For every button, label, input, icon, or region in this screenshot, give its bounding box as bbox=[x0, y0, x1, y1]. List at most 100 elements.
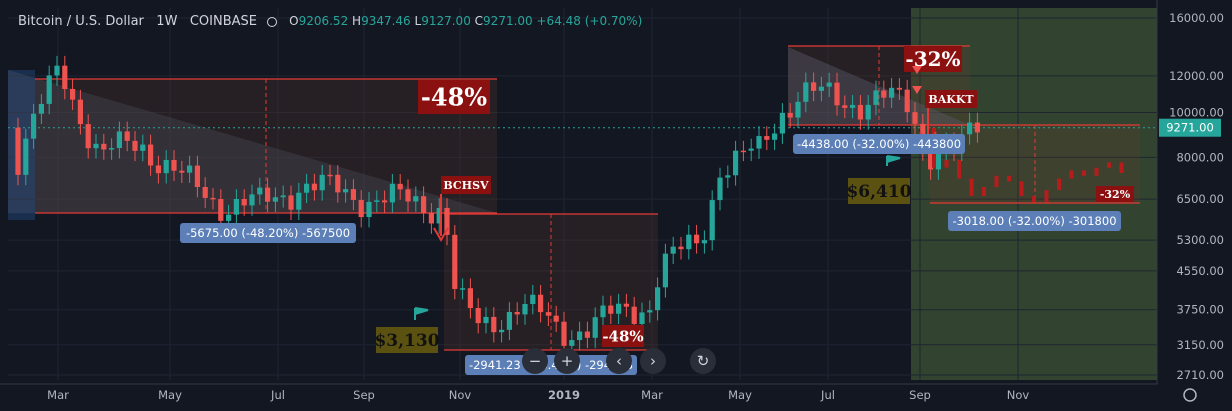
candle-body bbox=[842, 105, 848, 108]
candle-body bbox=[686, 234, 692, 250]
candle-body bbox=[561, 321, 567, 346]
y-tick-label: 6500.00 bbox=[1176, 192, 1224, 206]
candle-body bbox=[904, 89, 910, 113]
candle-body bbox=[912, 112, 918, 124]
change-value: +64.48 (+0.70%) bbox=[536, 14, 643, 28]
candle-body bbox=[327, 174, 333, 177]
candle-body bbox=[93, 143, 99, 149]
candle-body bbox=[46, 75, 52, 104]
projected-candle bbox=[1119, 162, 1124, 174]
candle-body bbox=[194, 165, 200, 188]
candle-body bbox=[140, 144, 146, 151]
candle-body bbox=[577, 331, 583, 341]
scroll-left-button[interactable]: ‹ bbox=[606, 348, 632, 374]
candle-body bbox=[545, 312, 551, 316]
price-tag-low-2: $6,410 bbox=[846, 182, 911, 202]
candle-body bbox=[405, 189, 411, 202]
projected-candle bbox=[944, 159, 949, 168]
candle-body bbox=[38, 103, 44, 114]
candle-body bbox=[569, 340, 575, 346]
y-tick-label: 3750.00 bbox=[1176, 303, 1224, 317]
candle-body bbox=[382, 200, 388, 203]
candle-body bbox=[506, 311, 512, 330]
scroll-right-button[interactable]: › bbox=[640, 348, 666, 374]
candle-body bbox=[553, 315, 559, 322]
low-value: 9127.00 bbox=[421, 14, 471, 28]
candle-body bbox=[280, 195, 286, 198]
candle-body bbox=[483, 316, 489, 324]
measure-label-1-bg bbox=[180, 223, 356, 243]
y-tick-label: 12000.00 bbox=[1169, 69, 1224, 83]
trend-triangle-shade bbox=[8, 70, 497, 213]
candle-body bbox=[530, 294, 536, 304]
zoom-in-button[interactable]: + bbox=[554, 348, 580, 374]
candle-body bbox=[608, 305, 614, 314]
candle-body bbox=[335, 174, 341, 193]
candle-body bbox=[366, 201, 372, 218]
x-tick-label: Nov bbox=[449, 388, 472, 402]
measure-label-4: -3018.00 (-32.00%) -301800 bbox=[952, 214, 1116, 228]
candle-body bbox=[538, 294, 544, 313]
projected-candle bbox=[1107, 162, 1111, 168]
zoom-out-button[interactable]: − bbox=[522, 348, 548, 374]
candle-body bbox=[218, 199, 224, 221]
projected-candle bbox=[1019, 181, 1024, 197]
x-tick-label: Sep bbox=[353, 388, 375, 402]
y-tick-label: 16000.00 bbox=[1169, 11, 1224, 25]
status-dot-icon bbox=[267, 16, 278, 27]
drop-label-1: -48% bbox=[421, 83, 487, 112]
price-tag-low-1-bg bbox=[376, 327, 438, 353]
projected-candle bbox=[1082, 170, 1086, 176]
candle-body bbox=[772, 133, 778, 140]
x-tick-label: Nov bbox=[1007, 388, 1030, 402]
candle-body bbox=[31, 113, 37, 139]
candle-body bbox=[452, 234, 458, 289]
candle-body bbox=[116, 131, 122, 149]
reset-chart-button[interactable]: ↻ bbox=[690, 348, 716, 374]
candle-body bbox=[647, 310, 653, 313]
candle-body bbox=[428, 212, 434, 224]
measure-label-1: -5675.00 (-48.20%) -567500 bbox=[186, 226, 350, 240]
x-tick-label: Jul bbox=[270, 388, 285, 402]
candle-body bbox=[740, 150, 746, 153]
trend-triangle-shade bbox=[788, 47, 970, 125]
candle-body bbox=[241, 198, 247, 206]
high-value: 9347.46 bbox=[361, 14, 411, 28]
settings-gear-icon[interactable] bbox=[1183, 388, 1197, 402]
last-price-tag: 9271.00 bbox=[1166, 121, 1214, 135]
exchange-label: COINBASE bbox=[189, 14, 257, 29]
candle-body bbox=[109, 148, 115, 150]
candle-body bbox=[15, 127, 21, 175]
candle-body bbox=[600, 305, 606, 318]
candle-body bbox=[101, 143, 107, 150]
candle-body bbox=[974, 122, 980, 133]
candle-body bbox=[748, 148, 754, 151]
candle-body bbox=[756, 136, 762, 149]
projected-candle bbox=[1032, 196, 1036, 203]
candle-body bbox=[475, 308, 481, 324]
candle-body bbox=[834, 82, 840, 106]
candle-body bbox=[124, 131, 130, 141]
candle-body bbox=[631, 306, 637, 324]
event-tag-bakkt: BAKKT bbox=[928, 93, 974, 106]
candle-body bbox=[678, 246, 684, 250]
candle-body bbox=[148, 144, 154, 166]
candle-body bbox=[639, 312, 645, 324]
candle-body bbox=[350, 189, 356, 200]
symbol-title: Bitcoin / U.S. Dollar bbox=[18, 14, 144, 29]
candle-body bbox=[701, 240, 707, 244]
candle-body bbox=[296, 192, 302, 210]
candle-body bbox=[857, 104, 863, 120]
projected-candle bbox=[1094, 167, 1099, 176]
event-tag-bchsv-bg bbox=[441, 176, 491, 194]
candle-body bbox=[132, 140, 138, 151]
candle-body bbox=[389, 183, 395, 203]
left-range-shade bbox=[8, 70, 35, 220]
triangle-marker-icon bbox=[912, 66, 922, 94]
candle-body bbox=[155, 165, 161, 174]
candle-body bbox=[694, 234, 700, 244]
y-tick-label: 5300.00 bbox=[1176, 233, 1224, 247]
interval-label[interactable]: 1W bbox=[156, 14, 178, 29]
drop-label-2-bg bbox=[602, 325, 644, 347]
